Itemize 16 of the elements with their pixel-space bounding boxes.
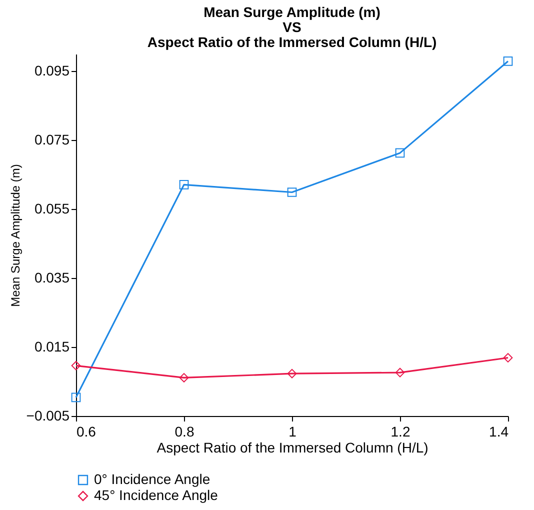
y-tick-label: 0.095 [34,62,70,79]
x-tick-label: 0.6 [76,424,96,440]
x-tick-label: 1.4 [489,424,509,440]
legend-label: 0° Incidence Angle [94,471,210,487]
chart-title: Mean Surge Amplitude (m) VS Aspect Ratio of the Immersed Column (H/L) [147,4,437,50]
y-axis-title: Mean Surge Amplitude (m) [8,164,22,307]
x-tick-label: 1.2 [390,424,410,440]
x-tick-label: 1 [288,424,297,440]
y-tick-label: 0.075 [34,132,70,148]
y-tick-label: 0.035 [34,270,70,286]
y-tick-label: 0.015 [34,338,70,355]
x-axis-title: Aspect Ratio of the Immersed Column (H/L) [156,440,428,456]
y-tick-label: 0.055 [34,200,70,217]
x-tick-label: 0.8 [174,424,194,440]
y-tick-label: −0.005 [26,408,70,424]
legend-label: 45° Incidence Angle [94,487,218,503]
